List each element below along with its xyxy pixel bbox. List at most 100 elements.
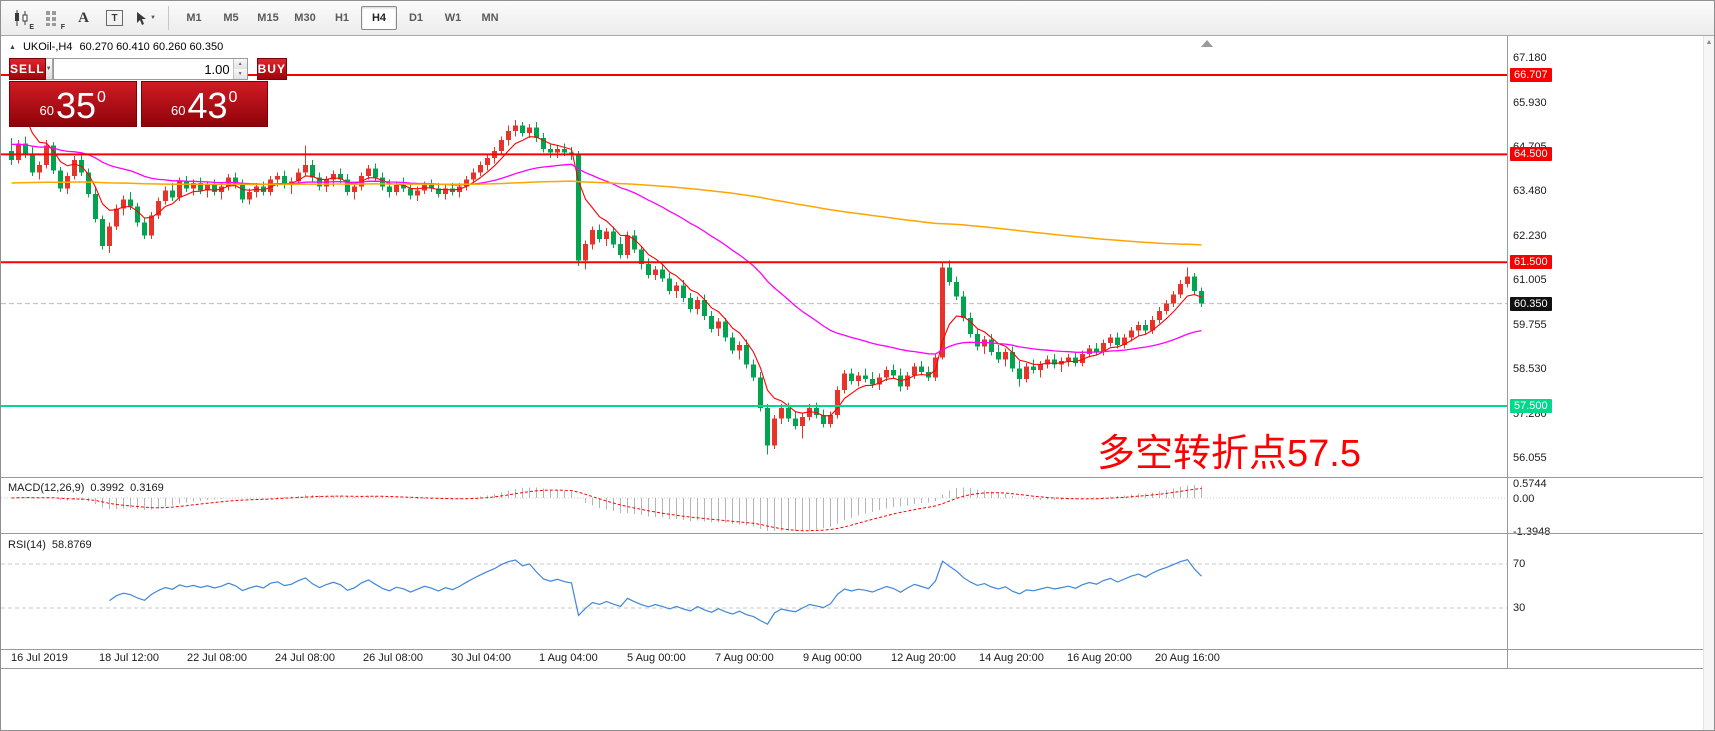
time-axis-label: 1 Aug 04:00 [539, 652, 598, 664]
time-axis-label: 5 Aug 00:00 [627, 652, 686, 664]
symbol-marker-icon: ▲ [9, 43, 16, 51]
current-price-badge: 60.350 [1510, 296, 1552, 311]
macd-signal-line [11, 488, 1202, 532]
panel-separator [1, 649, 1714, 650]
macd-histogram [17, 485, 1203, 531]
volume-decrease-button[interactable]: ▼ [233, 69, 247, 79]
grid-icon[interactable]: F [37, 4, 68, 33]
price-axis-label: 61.005 [1513, 274, 1547, 287]
level-price-badge: 66.707 [1510, 68, 1552, 82]
price-axis-label: 62.230 [1513, 229, 1547, 242]
timeframe-button-mn[interactable]: MN [481, 12, 499, 24]
rsi-value: 58.8769 [51, 539, 92, 551]
buy-price-prefix: 60 [171, 103, 186, 118]
rsi-line [109, 559, 1202, 625]
sell-price-display[interactable]: 60 35 0 [9, 81, 137, 127]
macd-axis-label: 0.5744 [1513, 478, 1547, 490]
symbol-ohlc-values: 60.270 60.410 60.260 60.350 [79, 41, 224, 53]
letter-f-badge: F [60, 23, 65, 31]
time-axis-label: 18 Jul 12:00 [99, 652, 159, 664]
time-axis-label: 26 Jul 08:00 [363, 652, 423, 664]
text-label-icon[interactable]: T [99, 4, 130, 33]
volume-spinner: ▲ ▼ [232, 59, 247, 79]
time-axis-label: 22 Jul 08:00 [187, 652, 247, 664]
time-axis-label: 7 Aug 00:00 [715, 652, 774, 664]
timeframe-group: M1 M5 M15 M30 H1 H4 D1 W1 MN [176, 6, 508, 30]
moving-average-fast [10, 86, 1202, 417]
vertical-scrollbar[interactable]: ▲ [1703, 36, 1714, 730]
window-bottom-border [1, 668, 1714, 669]
toolbar: E F A T ▼ M1 M5 M15 M30 H1 H4 D1 W1 MN [1, 1, 1714, 36]
price-axis-label: 65.930 [1513, 96, 1547, 109]
macd-axis-label: -1.3948 [1513, 526, 1551, 538]
symbol-name: UKOil-,H4 [22, 41, 73, 53]
font-icon[interactable]: A [78, 9, 89, 26]
rsi-axis-label: 30 [1513, 602, 1526, 614]
timeframe-button-d1[interactable]: D1 [408, 12, 424, 24]
time-axis-label: 16 Jul 2019 [11, 652, 68, 664]
macd-name: MACD(12,26,9) [8, 482, 85, 494]
level-price-badge: 61.500 [1510, 255, 1552, 270]
time-axis-label: 30 Jul 04:00 [451, 652, 511, 664]
price-axis-label: 59.755 [1513, 318, 1547, 331]
sell-price-prefix: 60 [39, 103, 54, 118]
scroll-up-icon[interactable]: ▲ [1705, 39, 1713, 46]
sell-price-sup: 0 [97, 89, 106, 106]
buy-price-sup: 0 [228, 89, 238, 106]
chevron-down-icon: ▼ [150, 15, 156, 21]
timeframe-button-w1[interactable]: W1 [444, 12, 462, 24]
time-axis-label: 12 Aug 20:00 [891, 652, 956, 664]
time-axis-label: 20 Aug 16:00 [1155, 652, 1220, 664]
timeframe-button-m5[interactable]: M5 [223, 12, 239, 24]
level-price-badge: 57.500 [1510, 399, 1552, 414]
time-axis-label: 14 Aug 20:00 [979, 652, 1044, 664]
rsi-axis-label: 70 [1513, 558, 1526, 570]
time-axis-label: 16 Aug 20:00 [1067, 652, 1132, 664]
timeframe-button-m15[interactable]: M15 [257, 12, 279, 24]
price-chart[interactable] [1, 37, 1507, 478]
candlestick-chart-icon[interactable]: E [6, 4, 37, 33]
rsi-panel[interactable] [1, 534, 1507, 649]
toolbar-separator [168, 6, 169, 30]
time-axis[interactable]: 16 Jul 2019 18 Jul 12:00 22 Jul 08:00 24 Ju… [1, 650, 1507, 667]
volume-preset-dropdown[interactable]: ▼ [45, 58, 53, 80]
price-axis-label: 63.480 [1513, 185, 1547, 198]
timeframe-button-h4[interactable]: H4 [361, 6, 397, 30]
chart-text-annotation: 多空转折点57.5 [1097, 433, 1361, 475]
panel-separator[interactable] [1, 477, 1714, 478]
price-axis[interactable]: 67.18065.93064.70563.48062.23061.00559.7… [1507, 36, 1714, 668]
level-price-badge: 64.500 [1510, 147, 1552, 162]
macd-axis-label: 0.00 [1513, 493, 1535, 505]
candles [9, 120, 1204, 455]
buy-price-display[interactable]: 60 43 0 [140, 81, 268, 127]
moving-average-slow [11, 180, 1202, 246]
macd-value-main: 0.3992 [90, 482, 125, 494]
timeframe-button-m30[interactable]: M30 [294, 12, 316, 24]
panel-separator[interactable] [1, 533, 1714, 534]
macd-panel[interactable] [1, 478, 1507, 533]
rsi-indicator-label: RSI(14) 58.8769 [8, 539, 98, 551]
volume-input[interactable] [53, 59, 233, 79]
moving-average-medium [11, 143, 1202, 355]
buy-price-main: 43 [187, 85, 228, 126]
volume-field: ▲ ▼ [52, 58, 248, 80]
sell-button[interactable]: SELL [9, 58, 46, 80]
time-axis-label: 9 Aug 00:00 [803, 652, 862, 664]
price-axis-label: 67.180 [1513, 51, 1547, 64]
cursor-tool-icon[interactable]: ▼ [130, 4, 161, 33]
rsi-name: RSI(14) [8, 539, 46, 551]
timeframe-button-h1[interactable]: H1 [334, 12, 350, 24]
volume-increase-button[interactable]: ▲ [233, 59, 247, 69]
price-axis-label: 58.530 [1513, 363, 1547, 375]
timeframe-button-m1[interactable]: M1 [186, 12, 202, 24]
price-axis-label: 56.055 [1513, 451, 1547, 464]
buy-button[interactable]: BUY [256, 58, 287, 80]
time-axis-label: 24 Jul 08:00 [275, 652, 335, 664]
chart-shift-marker-icon [1201, 40, 1213, 47]
macd-indicator-label: MACD(12,26,9) 0.3992 0.3169 [8, 482, 170, 494]
one-click-trading-panel: SELL ▼ ▲ ▼ BUY 60 35 0 60 43 0 [9, 58, 287, 127]
letter-e-badge: E [29, 23, 34, 31]
sell-price-main: 35 [56, 85, 97, 126]
macd-value-signal: 0.3169 [130, 482, 164, 494]
